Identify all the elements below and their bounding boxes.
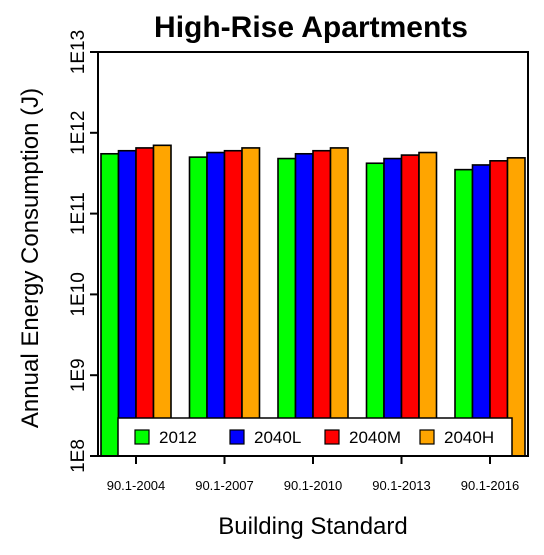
x-tick-label: 90.1-2004 — [107, 478, 166, 493]
y-axis-label: Annual Energy Consumption (J) — [17, 88, 44, 428]
y-axis: 1E8 1E9 1E10 1E11 1E12 1E13 — [68, 30, 98, 473]
legend-label-2012: 2012 — [159, 428, 197, 447]
x-tick-label: 90.1-2016 — [461, 478, 520, 493]
y-tick-label: 1E8 — [68, 439, 89, 473]
legend-swatch-2040H — [419, 429, 435, 445]
bar-2040M-90.1-2007 — [223, 149, 243, 457]
x-tick-label: 90.1-2010 — [284, 478, 343, 493]
bar-2040M-90.1-2013 — [400, 154, 420, 457]
y-tick-label: 1E10 — [68, 272, 89, 316]
legend-label-2040H: 2040H — [444, 428, 494, 447]
bar-2040L-90.1-2004 — [117, 149, 137, 457]
bar-2040L-90.1-2010 — [294, 152, 314, 457]
x-axis-label: Building Standard — [218, 513, 407, 540]
bar-2040H-90.1-2004 — [152, 144, 172, 457]
plot-frame — [97, 51, 529, 457]
legend-swatch-2012 — [134, 429, 150, 445]
bar-2040L-90.1-2013 — [383, 157, 403, 457]
legend-label-2040M: 2040M — [349, 428, 401, 447]
bar-2040M-90.1-2004 — [135, 147, 155, 457]
bar-2040H-90.1-2007 — [241, 147, 261, 457]
bar-2040L-90.1-2007 — [206, 151, 226, 457]
bar-2012-90.1-2016 — [454, 168, 474, 457]
legend-label-2040L: 2040L — [254, 428, 301, 447]
x-tick-label: 90.1-2007 — [195, 478, 254, 493]
bars-layer — [100, 144, 526, 457]
legend-swatch-2040L — [229, 429, 245, 445]
y-tick-label: 1E13 — [68, 30, 89, 74]
legend-box — [117, 417, 513, 457]
bar-2040M-90.1-2016 — [489, 160, 509, 457]
x-tick-label: 90.1-2013 — [372, 478, 431, 493]
chart-title: High-Rise Apartments — [154, 11, 468, 44]
legend: 2012 2040L 2040M 2040H — [117, 417, 513, 457]
bar-2040M-90.1-2010 — [312, 149, 332, 457]
bar-2040H-90.1-2010 — [329, 147, 349, 457]
bar-2012-90.1-2007 — [188, 156, 208, 457]
bar-2012-90.1-2004 — [100, 152, 120, 457]
y-tick-label: 1E9 — [68, 358, 89, 392]
bar-2012-90.1-2013 — [365, 162, 385, 457]
bar-2012-90.1-2010 — [277, 157, 297, 457]
bar-2040H-90.1-2016 — [506, 157, 526, 457]
y-tick-label: 1E12 — [68, 111, 89, 155]
x-axis: 90.1-2004 90.1-2007 90.1-2010 90.1-2013 90.1… — [107, 456, 520, 493]
bar-2040H-90.1-2013 — [418, 151, 438, 457]
y-tick-label: 1E11 — [68, 192, 89, 235]
legend-swatch-2040M — [324, 429, 340, 445]
bar-2040L-90.1-2016 — [471, 164, 491, 457]
